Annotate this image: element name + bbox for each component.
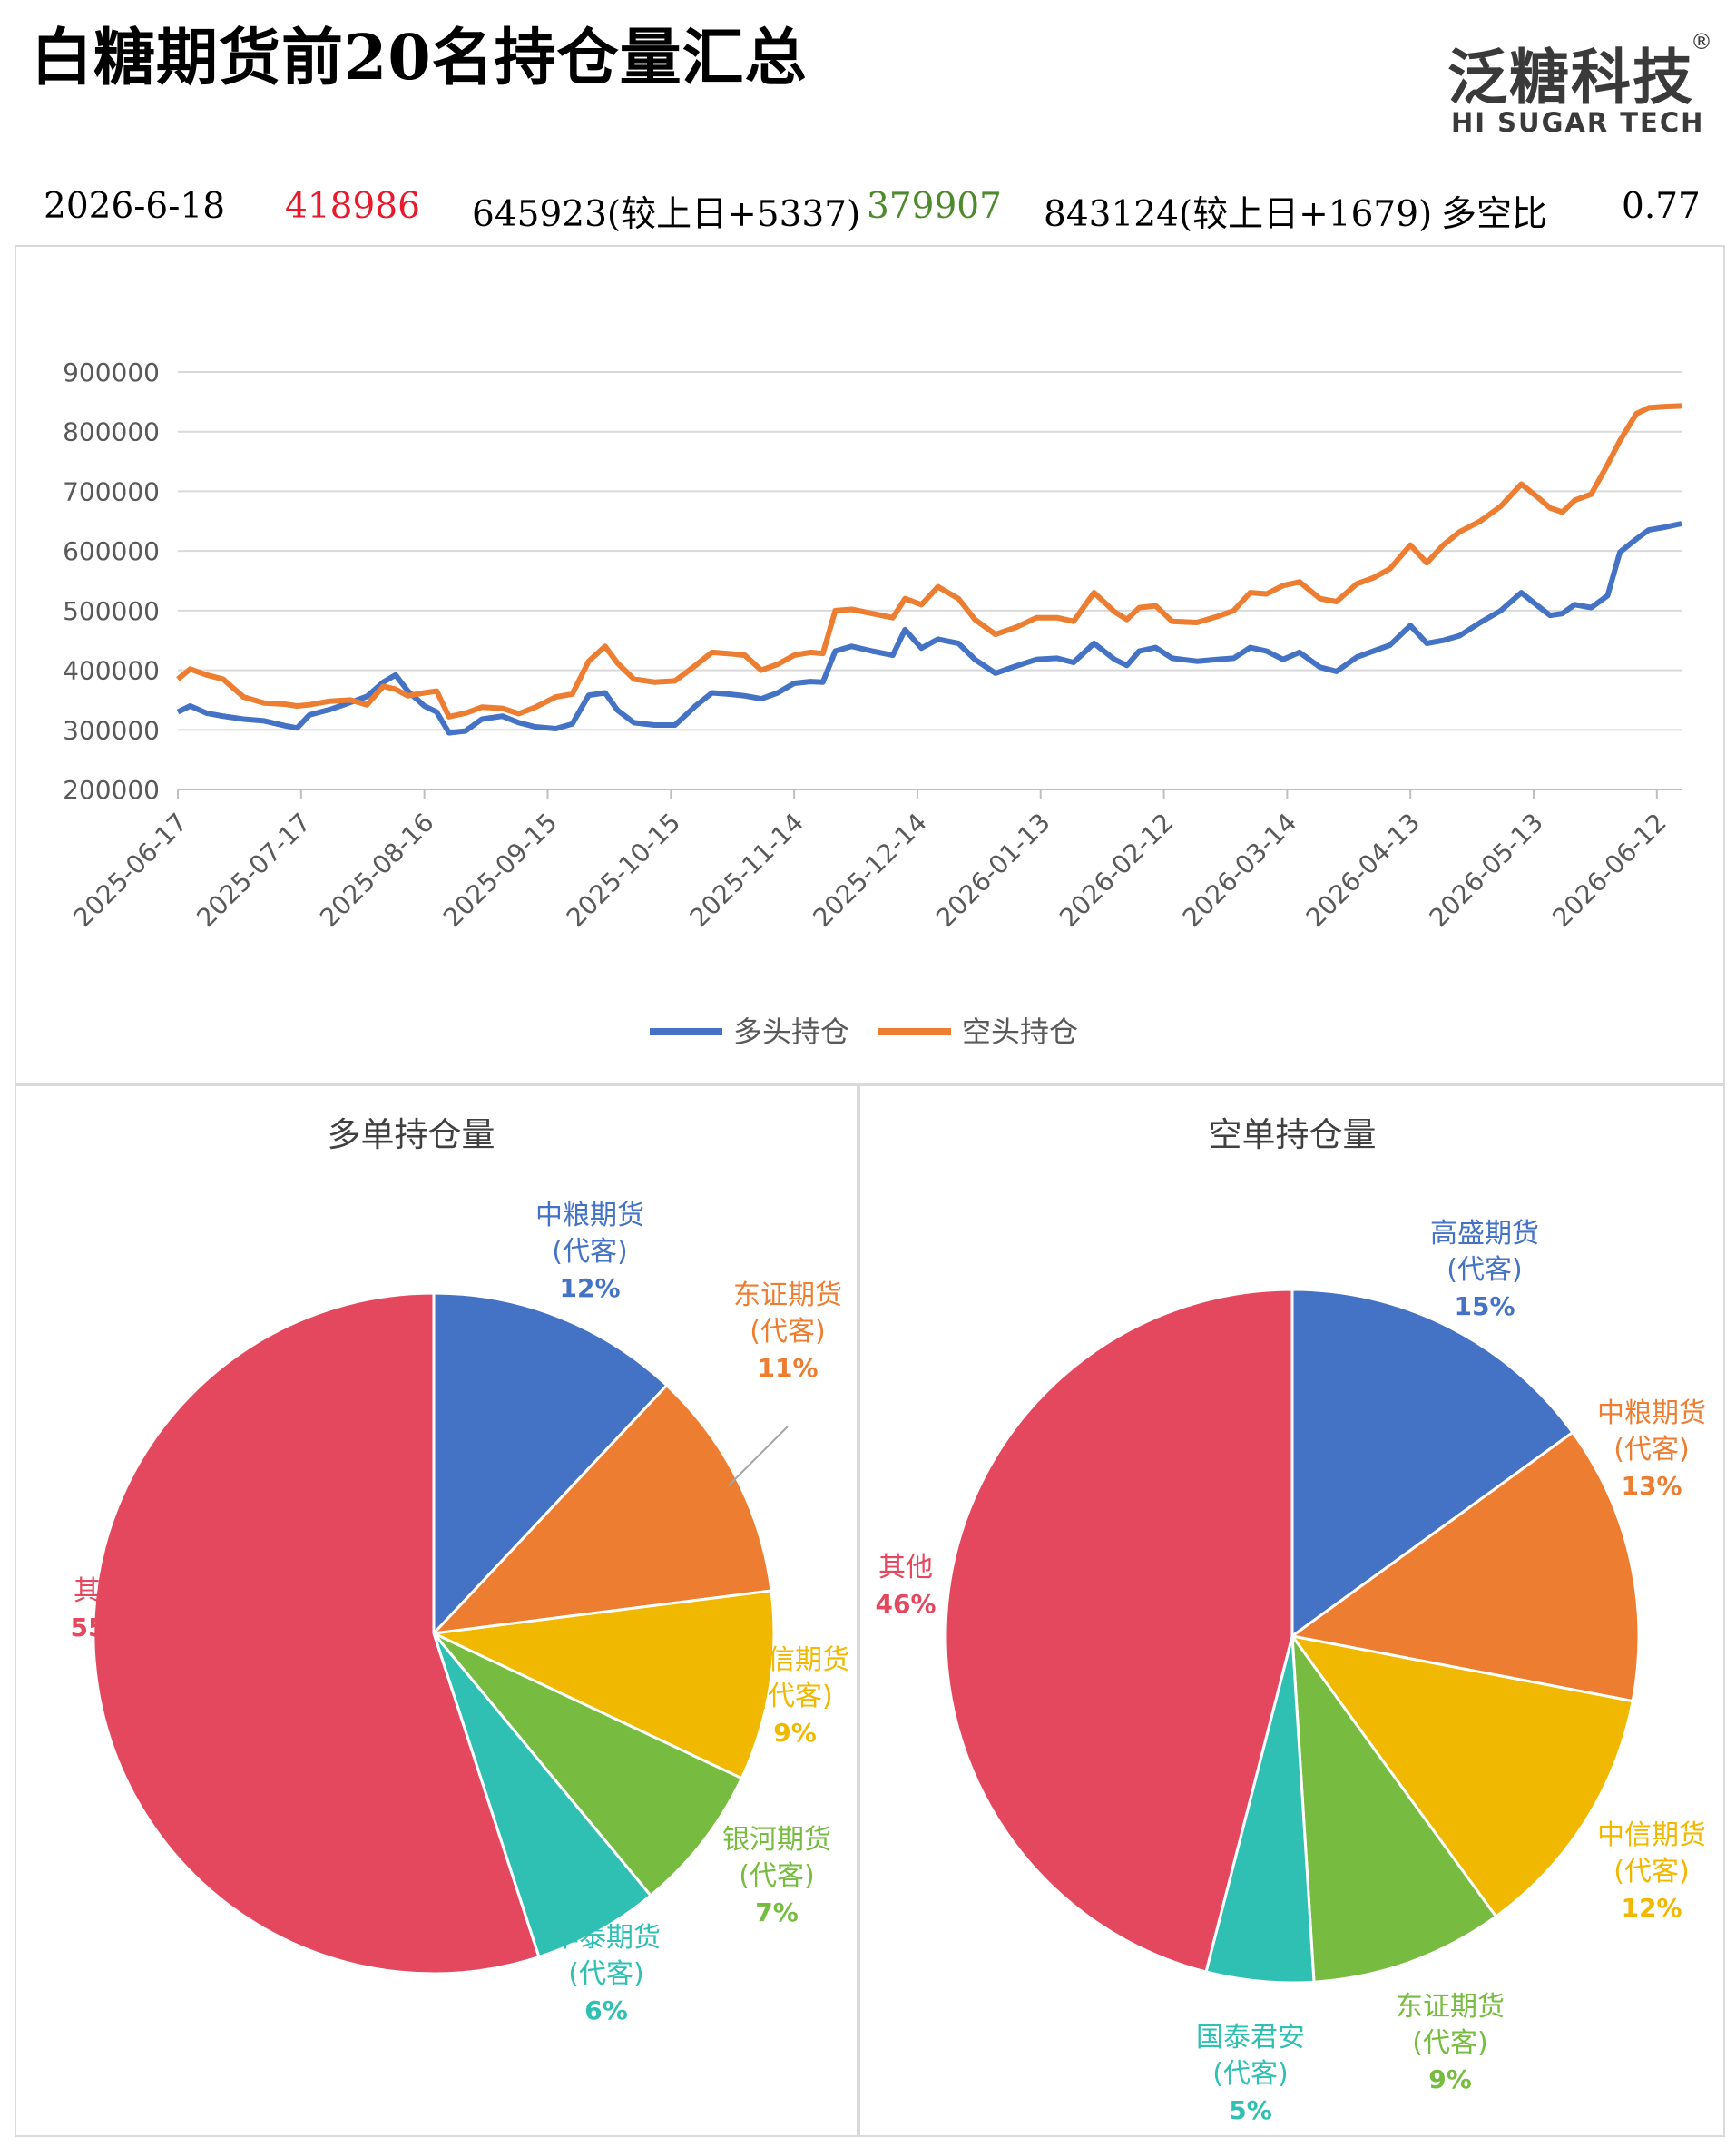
x-tick-label: 2025-10-15 bbox=[561, 808, 686, 933]
short-position-line bbox=[176, 403, 1682, 720]
pie-label: (代客) bbox=[568, 1958, 643, 1990]
pie-label: 中粮期货 bbox=[1597, 1397, 1706, 1429]
pie-slice bbox=[1290, 1631, 1498, 1984]
pie-label-percent: 55% bbox=[70, 1613, 131, 1642]
pie-label-percent: 13% bbox=[1621, 1471, 1682, 1501]
pie-label: 国泰君安 bbox=[1196, 2022, 1305, 2054]
logo-cn-text: 泛糖科技 bbox=[1447, 43, 1694, 113]
pie-label: 中信期货 bbox=[1597, 1819, 1706, 1851]
x-tick-label: 2025-11-14 bbox=[684, 808, 809, 933]
pie-label-percent: 5% bbox=[1229, 2095, 1272, 2125]
x-tick-label: 2026-06-12 bbox=[1546, 808, 1672, 933]
summary-long-change: 418986 bbox=[285, 186, 420, 227]
pie-slice bbox=[944, 1288, 1294, 1974]
pie-label: (代客) bbox=[1412, 2027, 1487, 2059]
summary-ratio-label: 多空比 bbox=[1441, 194, 1548, 235]
y-tick-label: 400000 bbox=[63, 656, 160, 686]
legend-label: 空头持仓 bbox=[962, 1015, 1078, 1049]
y-tick-label: 700000 bbox=[63, 476, 160, 506]
line-chart-panel: 900000 800000 700000 600000 500000 400000 3000… bbox=[15, 245, 1725, 1084]
pie-label: (代客) bbox=[552, 1236, 627, 1268]
pie-label-percent: 9% bbox=[1428, 2064, 1472, 2094]
logo-en-text: HI SUGAR TECH bbox=[1451, 107, 1705, 138]
registered-mark: ® bbox=[1691, 29, 1712, 54]
brand-logo: 泛糖科技 ® HI SUGAR TECH bbox=[1447, 29, 1720, 138]
leader-line bbox=[728, 1426, 789, 1486]
y-tick-label: 900000 bbox=[63, 358, 160, 387]
x-tick-label: 2026-03-14 bbox=[1177, 808, 1302, 933]
pie-label: (代客) bbox=[1447, 1254, 1522, 1286]
pie-slice bbox=[430, 1383, 773, 1636]
pie-label: (代客) bbox=[739, 1860, 814, 1892]
line-chart: 900000 800000 700000 600000 500000 400000 3000… bbox=[63, 358, 1682, 1049]
long-position-line bbox=[176, 521, 1682, 736]
x-tick-label: 2025-09-15 bbox=[437, 808, 563, 933]
pie-title: 空单持仓量 bbox=[1209, 1115, 1377, 1154]
x-tick-label: 2025-12-14 bbox=[807, 808, 932, 933]
pie-label-percent: 11% bbox=[757, 1353, 818, 1383]
summary-short-total: 843124(较上日+1679) bbox=[1044, 194, 1433, 235]
page-title: 白糖期货前20名持仓量汇总 bbox=[31, 22, 808, 94]
pie-slice bbox=[428, 1589, 776, 1780]
pie-slice bbox=[432, 1291, 669, 1637]
summary-date: 2026-6-18 bbox=[44, 186, 226, 227]
pie-title: 多单持仓量 bbox=[328, 1115, 495, 1154]
pie-slice bbox=[432, 1632, 744, 1898]
x-tick-label: 2026-05-13 bbox=[1424, 808, 1549, 933]
x-tick-label: 2026-04-13 bbox=[1300, 808, 1426, 933]
pie-slice bbox=[1290, 1288, 1575, 1639]
y-tick-label: 200000 bbox=[63, 775, 160, 805]
y-tick-label: 800000 bbox=[63, 417, 160, 447]
y-tick-label: 500000 bbox=[63, 596, 160, 626]
pie-label: 银河期货 bbox=[722, 1824, 831, 1856]
pie-slice bbox=[432, 1632, 653, 1959]
pie-label: 其他 bbox=[74, 1575, 128, 1607]
summary-ratio-value: 0.77 bbox=[1622, 186, 1701, 227]
pie-label-percent: 9% bbox=[773, 1718, 817, 1748]
pie-label: (代客) bbox=[1613, 1856, 1689, 1887]
summary-short-change: 379907 bbox=[867, 186, 1002, 227]
pie-slice bbox=[1289, 1430, 1641, 1703]
pie-label-percent: 12% bbox=[1621, 1893, 1682, 1923]
legend-label: 多头持仓 bbox=[733, 1015, 849, 1049]
x-tick-label: 2026-02-12 bbox=[1054, 808, 1179, 933]
pie-label: (代客) bbox=[1613, 1434, 1689, 1466]
pie-label-percent: 46% bbox=[875, 1589, 936, 1619]
long-pie-panel: 多单持仓量中粮期货 (代客) 12% 东证期货 (代客) 11% 中信期货 (代客) 9% 银河期… bbox=[15, 1084, 858, 2137]
x-tick-label: 2026-01-13 bbox=[930, 808, 1055, 933]
pie-slice bbox=[1289, 1633, 1634, 1919]
short-pie-panel: 空单持仓量高盛期货 (代客) 15% 中粮期货 (代客) 13% 中信期货 (代客) 12% 东证… bbox=[858, 1084, 1725, 2137]
pie-label-percent: 12% bbox=[559, 1273, 620, 1303]
pie-label-percent: 15% bbox=[1454, 1291, 1515, 1321]
pie-label: 华泰期货 bbox=[552, 1922, 661, 1954]
pie-label: (代客) bbox=[750, 1316, 825, 1348]
pie-label: 中粮期货 bbox=[535, 1200, 644, 1231]
pie-label: 东证期货 bbox=[733, 1279, 842, 1311]
x-tick-label: 2025-06-17 bbox=[68, 808, 193, 933]
y-tick-label: 600000 bbox=[63, 536, 160, 566]
pie-label-percent: 6% bbox=[584, 1995, 628, 2025]
x-tick-label: 2025-07-17 bbox=[191, 808, 316, 933]
pie-label: (代客) bbox=[757, 1681, 832, 1712]
pie-label: (代客) bbox=[1212, 2058, 1288, 2090]
pie-label: 中信期货 bbox=[740, 1644, 849, 1676]
pie-label: 其他 bbox=[878, 1552, 933, 1583]
summary-long-total: 645923(较上日+5337) bbox=[472, 194, 861, 235]
y-tick-label: 300000 bbox=[63, 715, 160, 745]
pie-slice bbox=[92, 1291, 541, 1975]
x-tick-label: 2025-08-16 bbox=[314, 808, 439, 933]
pie-label: 高盛期货 bbox=[1430, 1218, 1539, 1250]
pie-label-percent: 7% bbox=[755, 1897, 799, 1927]
pie-label: 东证期货 bbox=[1396, 1991, 1505, 2023]
